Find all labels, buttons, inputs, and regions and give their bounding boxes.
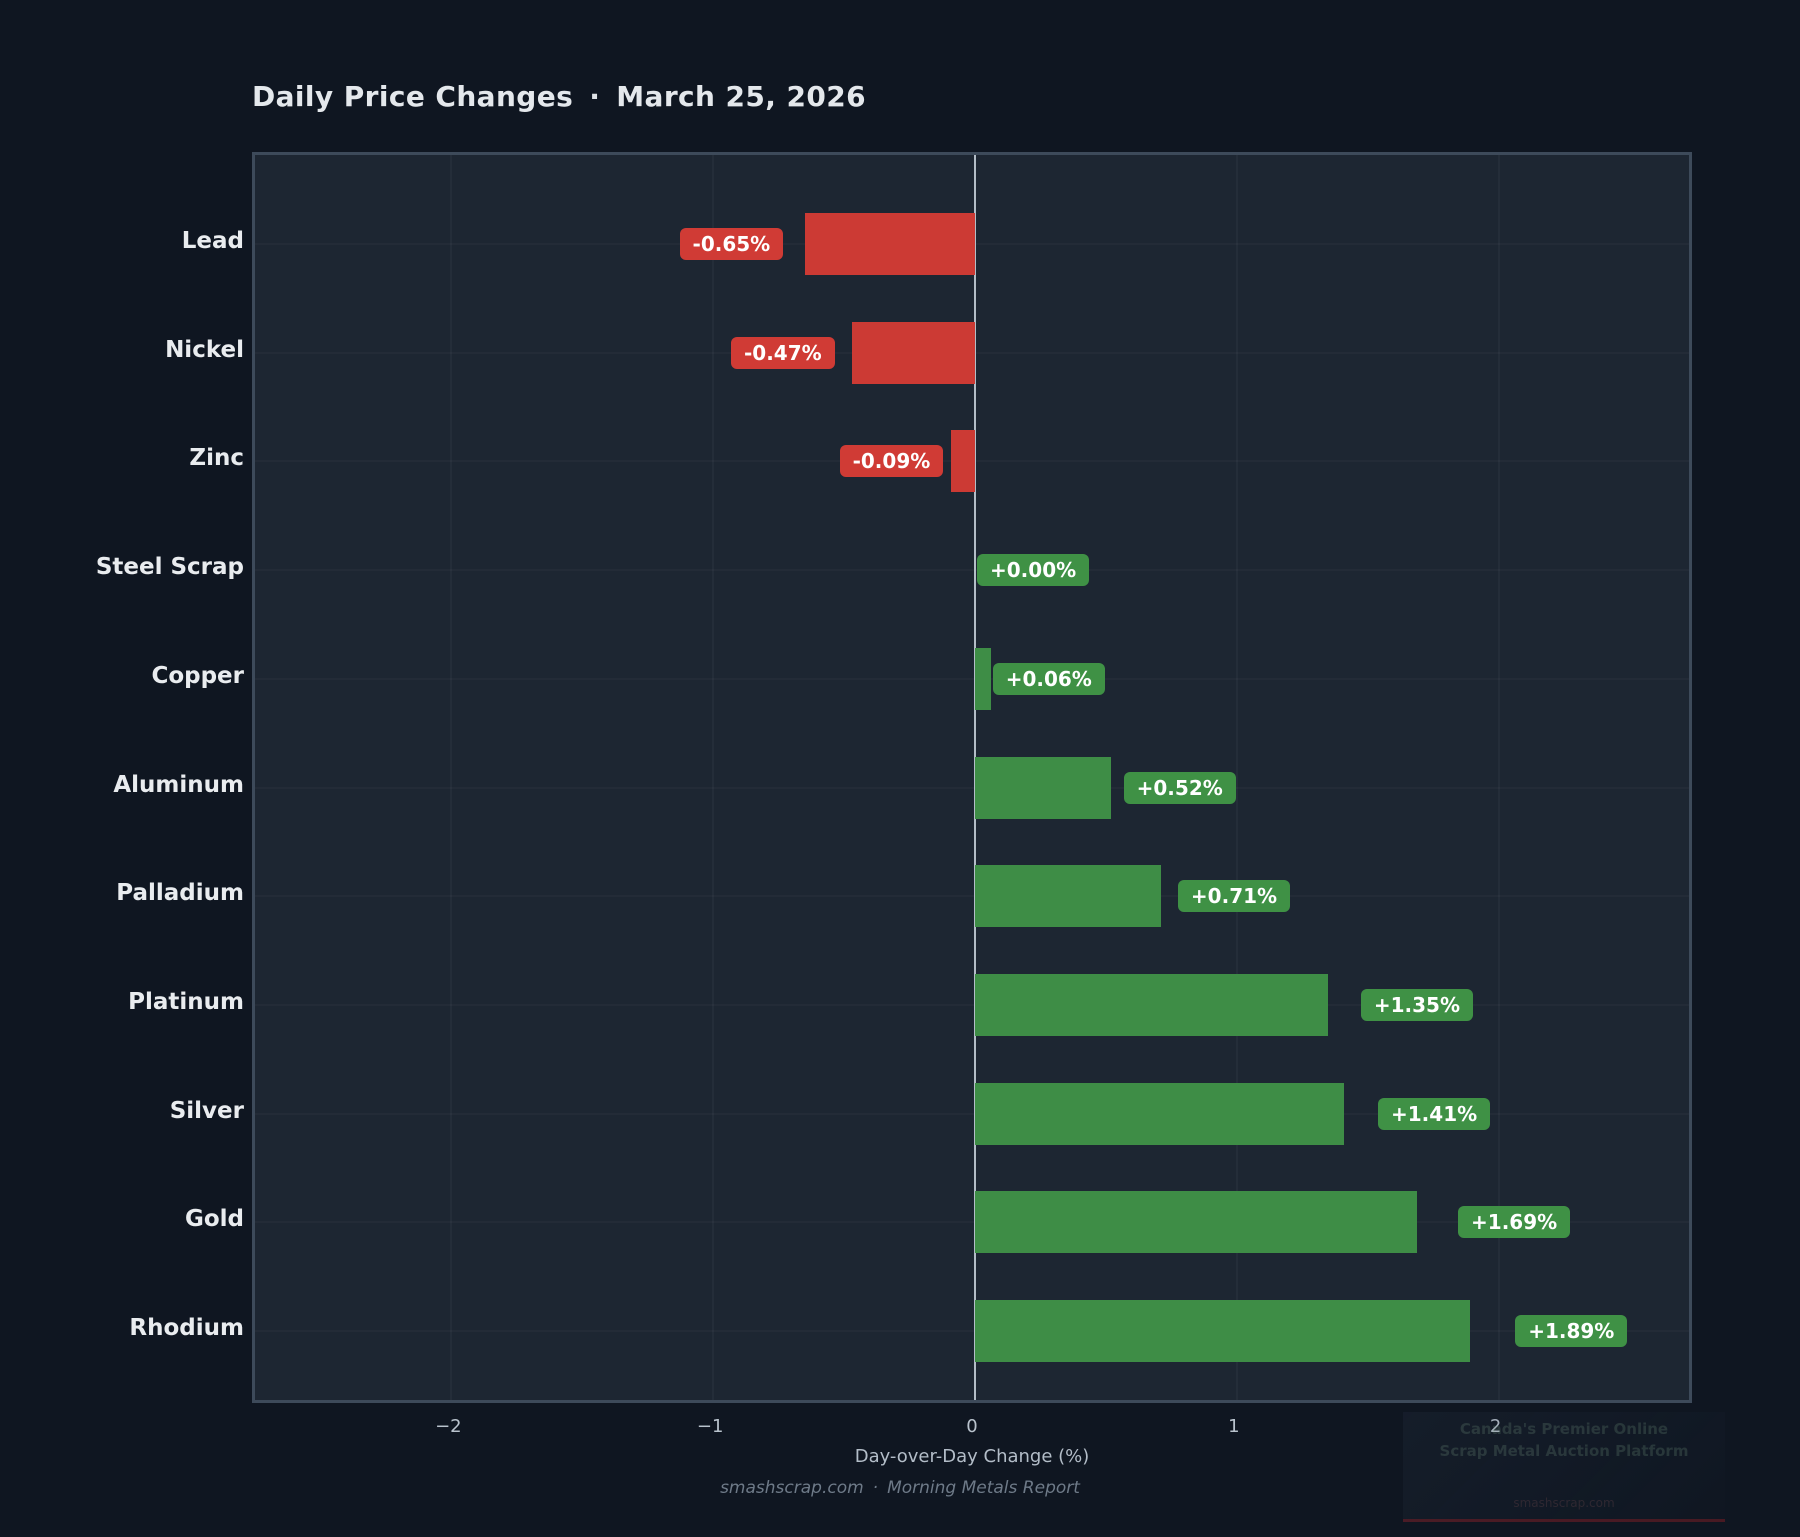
bar-palladium [975,865,1161,928]
gridline-horizontal [255,569,1689,571]
value-badge-zinc: -0.09% [839,445,944,478]
footer-credit: smashscrap.com · Morning Metals Report [720,1478,1080,1498]
category-label-zinc: Zinc [189,445,244,472]
value-badge-rhodium: +1.89% [1515,1315,1628,1347]
gridline-vertical [450,155,452,1400]
footer-separator: · [872,1478,879,1498]
bar-rhodium [975,1300,1470,1362]
bar-platinum [975,973,1329,1036]
x-axis-label: Day-over-Day Change (%) [854,1446,1090,1467]
value-badge-lead: -0.65% [679,228,784,260]
bar-aluminum [975,756,1112,819]
watermark-site: smashscrap.com [1513,1496,1615,1510]
chart-title: Daily Price Changes · March 25, 2026 [252,80,866,113]
category-label-lead: Lead [181,228,244,254]
category-label-nickel: Nickel [165,336,244,363]
watermark-line1: Canada's Premier Online [1459,1420,1669,1438]
category-label-gold: Gold [184,1206,244,1233]
title-separator: · [589,80,601,113]
watermark: Canada's Premier Online Scrap Metal Auct… [1403,1412,1725,1522]
gridline-horizontal [255,1004,1689,1006]
chart-title-text: Daily Price Changes [252,80,574,113]
category-label-copper: Copper [151,662,244,689]
value-badge-copper: +0.06% [992,662,1105,695]
watermark-line2: Scrap Metal Auction Platform [1439,1441,1689,1460]
bar-silver [975,1082,1345,1145]
value-badge-platinum: +1.35% [1360,988,1473,1021]
value-badge-gold: +1.69% [1458,1206,1571,1239]
y-axis-labels: Lead Nickel Zinc Steel Scrap Copper Aluminum P… [0,0,244,1537]
gridline-horizontal [255,678,1689,680]
chart-date: March 25, 2026 [616,80,866,113]
category-label-platinum: Platinum [128,988,244,1015]
gridline-horizontal [255,1330,1689,1332]
category-label-steel-scrap: Steel Scrap [95,554,244,581]
x-tick-label: −1 [696,1416,724,1437]
category-label-palladium: Palladium [116,880,244,907]
value-badge-silver: +1.41% [1378,1097,1491,1130]
bar-zinc [951,430,975,493]
value-badge-steel-scrap: +0.00% [977,554,1090,587]
x-tick-label: 0 [966,1416,978,1437]
x-tick-label: 2 [1490,1416,1501,1437]
gridline-horizontal [255,787,1689,789]
footer-site: smashscrap.com [720,1478,864,1498]
bar-gold [975,1191,1418,1254]
bar-lead [804,213,975,275]
bar-nickel [851,321,975,384]
value-badge-nickel: -0.47% [730,336,835,369]
x-tick-label: 1 [1228,1416,1240,1437]
category-label-silver: Silver [169,1097,244,1124]
gridline-horizontal [255,895,1689,897]
value-badge-palladium: +0.71% [1177,880,1291,913]
footer-report: Morning Metals Report [887,1478,1080,1498]
gridline-vertical [712,155,714,1400]
bar-copper [975,647,991,710]
value-badge-aluminum: +0.52% [1123,771,1236,804]
plot-area: -0.65% -0.47% -0.09% +0.00% +0.06% +0.52% +0.7… [252,152,1692,1403]
category-label-rhodium: Rhodium [129,1315,244,1341]
category-label-aluminum: Aluminum [113,771,244,798]
x-tick-label: −2 [435,1416,462,1437]
